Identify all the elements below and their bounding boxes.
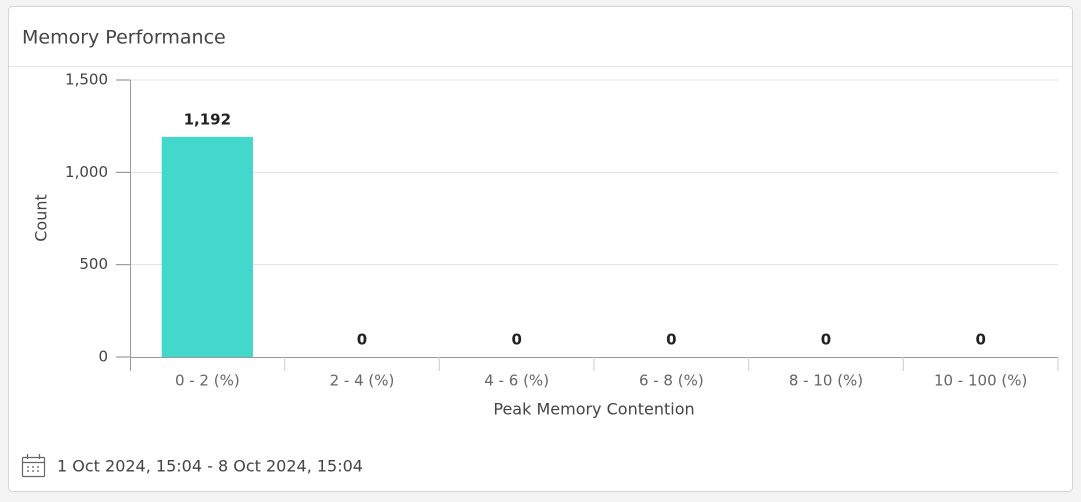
- bar: [161, 136, 253, 357]
- x-tick-label: 8 - 10 (%): [789, 372, 863, 390]
- card-frame: [8, 6, 1073, 492]
- value-label: 0: [666, 331, 676, 349]
- x-tick-label: 4 - 6 (%): [484, 372, 549, 390]
- card-title: Memory Performance: [22, 27, 226, 49]
- y-tick-label: 1,500: [65, 71, 108, 89]
- x-tick-label: 10 - 100 (%): [934, 372, 1027, 390]
- value-label: 0: [511, 331, 521, 349]
- value-label: 0: [821, 331, 831, 349]
- x-tick-label: 0 - 2 (%): [175, 372, 240, 390]
- y-tick-label: 1,000: [65, 163, 108, 181]
- x-axis-label: Peak Memory Contention: [493, 400, 694, 419]
- calendar-icon: [21, 454, 46, 478]
- value-label: 0: [357, 331, 367, 349]
- date-range: 1 Oct 2024, 15:04 - 8 Oct 2024, 15:04: [57, 457, 363, 476]
- y-tick-label: 500: [79, 255, 108, 273]
- x-tick-label: 6 - 8 (%): [639, 372, 704, 390]
- x-tick-label: 2 - 4 (%): [330, 372, 395, 390]
- y-axis-label: Count: [32, 194, 51, 242]
- value-label: 1,192: [184, 110, 231, 128]
- y-tick-label: 0: [98, 348, 108, 366]
- value-label: 0: [975, 331, 985, 349]
